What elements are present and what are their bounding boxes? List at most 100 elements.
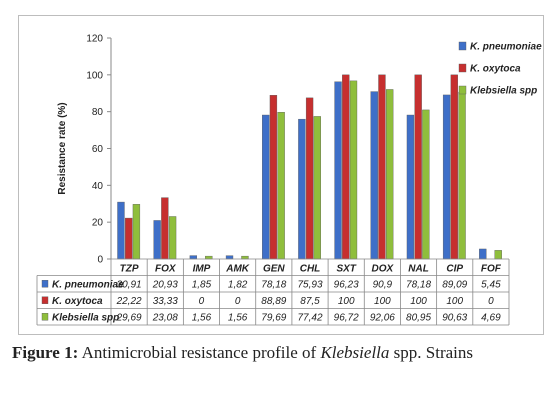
bar (269, 95, 278, 260)
data-label: 80,95 (406, 312, 431, 323)
bar (125, 217, 133, 260)
bar (370, 91, 378, 260)
data-label: 1,56 (228, 312, 248, 323)
caption-text-before: Antimicrobial resistance profile of (78, 343, 321, 362)
bar (378, 74, 386, 260)
bar (494, 250, 502, 260)
y-tick-label: 0 (97, 255, 103, 266)
table-series-name: K. oxytoca (52, 296, 103, 307)
category-label: AMK (225, 263, 250, 274)
bar (342, 74, 350, 260)
category-label: NAL (408, 263, 429, 274)
category-label: FOF (481, 263, 502, 274)
data-label: 100 (446, 296, 463, 307)
data-label: 90,9 (373, 279, 393, 290)
y-tick-label: 100 (86, 70, 103, 81)
data-label: 23,08 (152, 312, 178, 323)
data-label: 5,45 (481, 279, 501, 290)
y-tick-label: 120 (86, 34, 103, 45)
caption-genus: Klebsiella (320, 343, 390, 362)
legend-key (458, 85, 467, 95)
bar (414, 74, 422, 260)
figure-frame: 0 20 40 60 80 100 120 Resistance rate (%) TZP FOX… (18, 15, 544, 335)
data-label: 33,33 (153, 296, 178, 307)
data-label: 20,93 (152, 279, 178, 290)
bar (298, 118, 306, 260)
bar (349, 80, 358, 260)
bar (422, 109, 430, 260)
data-label: 90,63 (442, 312, 467, 323)
chart-svg: 0 20 40 60 80 100 120 Resistance rate (%) TZP FOX… (36, 34, 542, 326)
bar (386, 89, 394, 260)
data-label: 92,06 (370, 312, 395, 323)
data-label: 100 (374, 296, 391, 307)
legend-label: K. oxytoca (470, 64, 521, 75)
data-label: 75,93 (297, 279, 322, 290)
table-legend-key (41, 313, 49, 321)
data-label: 1,82 (228, 279, 248, 290)
bar (450, 74, 458, 260)
category-label: FOX (155, 263, 177, 274)
category-label: SXT (336, 263, 356, 274)
bar (442, 94, 451, 260)
bar (334, 81, 342, 260)
data-label: 79,69 (261, 312, 286, 323)
y-tick-label: 80 (92, 107, 104, 118)
data-label: 78,18 (261, 279, 286, 290)
category-label: DOX (372, 263, 395, 274)
bar (161, 197, 169, 260)
data-label: 0 (199, 296, 205, 307)
legend-label: Klebsiella spp (470, 86, 537, 97)
data-label: 96,72 (334, 312, 359, 323)
table-legend-key (41, 296, 49, 304)
data-label: 89,09 (442, 279, 467, 290)
table-series-name: K. pneumoniae (52, 279, 124, 290)
data-label: 87,5 (300, 296, 320, 307)
data-label: 0 (235, 296, 241, 307)
data-label: 96,23 (334, 279, 359, 290)
data-label: 0 (488, 296, 494, 307)
y-tick-label: 60 (92, 144, 104, 155)
y-tick-label: 40 (92, 181, 104, 192)
caption-label: Figure 1: (12, 343, 79, 362)
category-label: CIP (446, 263, 463, 274)
bar (458, 91, 466, 260)
bar (313, 116, 321, 260)
bar (225, 255, 234, 260)
data-label: 1,56 (192, 312, 212, 323)
bar (241, 255, 249, 260)
bar (189, 255, 198, 260)
data-label: 22,22 (116, 296, 142, 307)
bar (117, 201, 125, 260)
data-label: 30,91 (117, 279, 142, 290)
data-label: 1,85 (192, 279, 212, 290)
y-axis-title: Resistance rate (%) (57, 102, 68, 194)
bar (168, 216, 177, 260)
bar (262, 114, 270, 260)
figure-caption: Figure 1: Antimicrobial resistance profi… (12, 343, 552, 363)
legend-label: K. pneumoniae (470, 42, 542, 53)
table-legend-key (41, 280, 49, 288)
category-label: CHL (300, 263, 321, 274)
y-tick-label: 20 (92, 218, 104, 229)
bar (406, 114, 415, 260)
category-label: IMP (193, 263, 211, 274)
legend-key (458, 63, 467, 73)
category-label: GEN (263, 263, 285, 274)
bar (479, 248, 487, 260)
data-label: 100 (338, 296, 355, 307)
data-label: 29,69 (116, 312, 142, 323)
category-label: TZP (120, 263, 139, 274)
data-label: 77,42 (297, 312, 322, 323)
table-series-name: Klebsiella spp (52, 312, 119, 323)
data-label: 88,89 (261, 296, 286, 307)
data-label: 100 (410, 296, 427, 307)
data-label: 78,18 (406, 279, 431, 290)
bar (205, 255, 213, 260)
bar (305, 97, 314, 260)
caption-text-after: spp. Strains (389, 343, 473, 362)
data-label: 4,69 (481, 312, 501, 323)
bar (132, 204, 141, 260)
bar (153, 220, 161, 260)
bar (277, 112, 285, 260)
